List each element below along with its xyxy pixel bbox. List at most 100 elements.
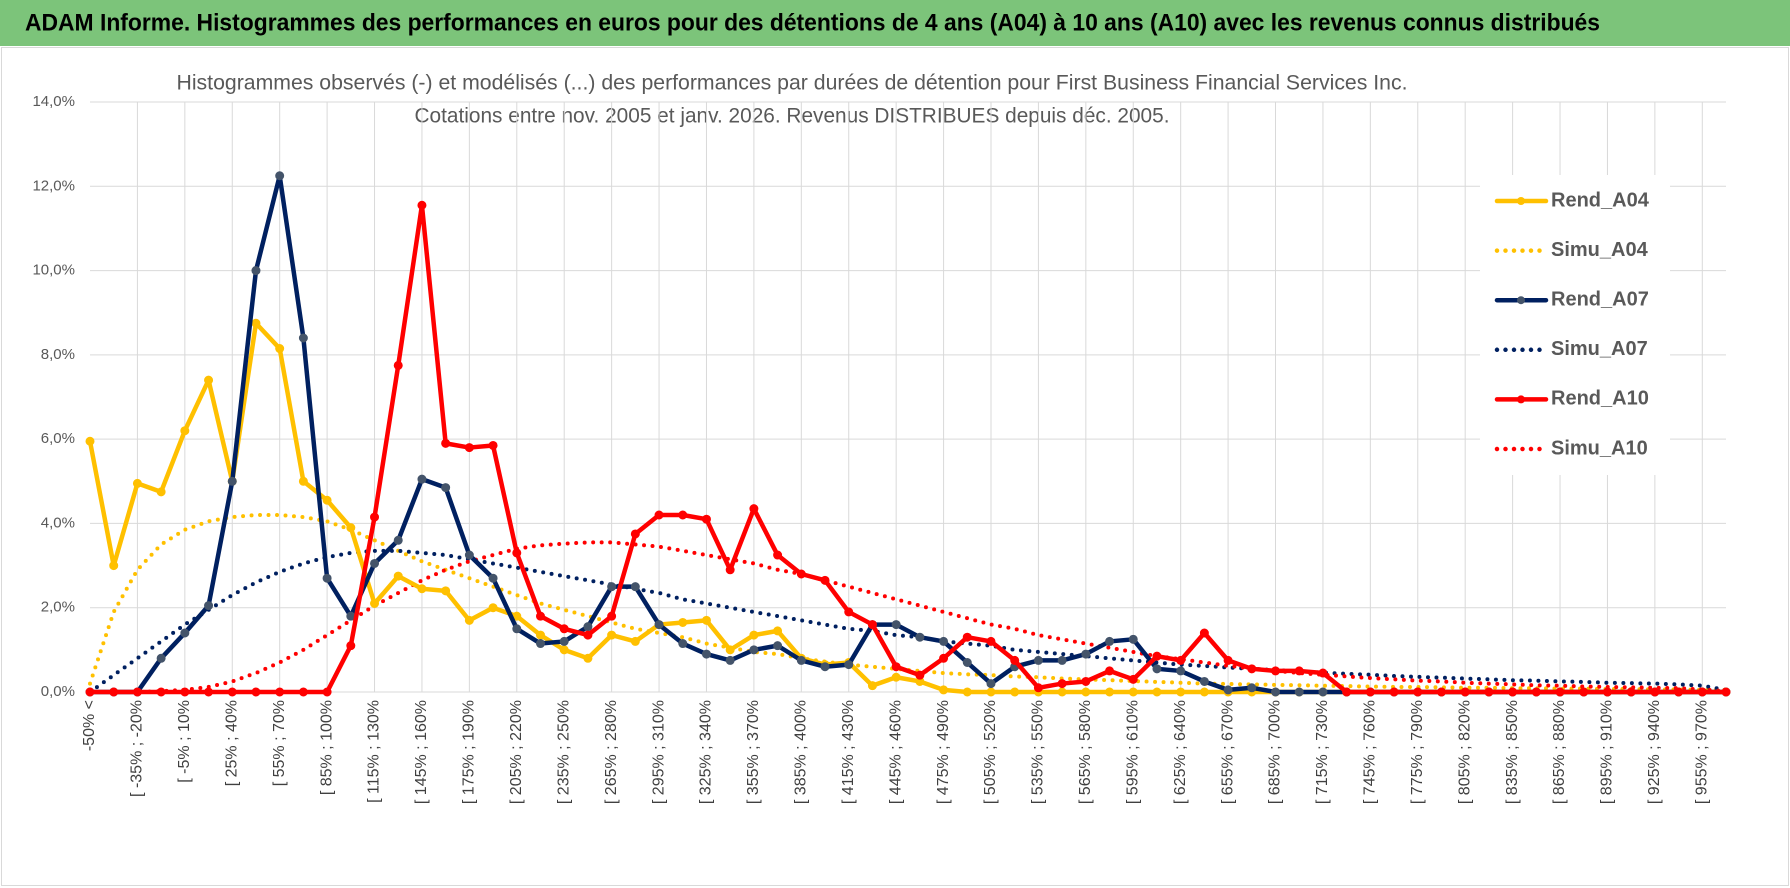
observed-line — [87, 203, 1729, 695]
point — [1223, 655, 1233, 665]
point — [109, 687, 119, 697]
point — [939, 636, 949, 646]
point — [1697, 687, 1707, 697]
point — [773, 550, 783, 560]
point — [701, 649, 711, 659]
point — [796, 569, 806, 579]
point — [1247, 683, 1257, 693]
point — [1579, 687, 1589, 697]
point — [441, 438, 451, 448]
point — [725, 645, 735, 655]
point — [370, 558, 380, 568]
legend-marker — [1517, 197, 1525, 205]
point — [1460, 687, 1470, 697]
point — [298, 333, 308, 343]
header-bar — [0, 0, 1790, 46]
x-tick-label: [ 805% ; 820% — [1456, 700, 1473, 804]
point — [132, 478, 142, 488]
point — [322, 495, 332, 505]
x-tick-label: [ 385% ; 400% — [793, 700, 810, 804]
point — [678, 617, 688, 627]
point — [844, 607, 854, 617]
point — [156, 653, 166, 663]
point — [488, 603, 498, 613]
point — [132, 687, 142, 697]
point — [986, 636, 996, 646]
point — [962, 658, 972, 667]
point — [393, 360, 403, 370]
y-tick-label: 4,0% — [41, 514, 75, 531]
x-tick-label: [ 865% ; 880% — [1551, 700, 1568, 804]
legend-label: Rend_A07 — [1551, 288, 1649, 310]
point — [1176, 666, 1186, 676]
point — [1389, 687, 1399, 697]
x-tick-label: [ 685% ; 700% — [1267, 700, 1284, 804]
point — [915, 670, 925, 680]
y-tick-label: 14,0% — [32, 93, 75, 110]
x-tick-label: [ 745% ; 760% — [1362, 700, 1379, 804]
point — [796, 655, 806, 665]
point — [204, 687, 214, 697]
point — [1721, 687, 1731, 697]
point — [1128, 687, 1138, 697]
point — [915, 632, 925, 642]
point — [464, 550, 474, 560]
point — [630, 529, 640, 539]
point — [1436, 687, 1446, 697]
x-tick-label: [ -5% ; 10% — [176, 700, 193, 783]
point — [1176, 687, 1186, 697]
point — [512, 548, 522, 558]
point — [1294, 666, 1304, 676]
point — [725, 655, 735, 665]
x-tick-label: [ 835% ; 850% — [1504, 700, 1521, 804]
point — [1081, 649, 1091, 659]
point — [1057, 655, 1067, 665]
x-tick-label: [ 895% ; 910% — [1599, 700, 1616, 804]
x-tick-label: [ 175% ; 190% — [461, 700, 478, 804]
point — [1365, 687, 1375, 697]
point — [1199, 628, 1209, 638]
point — [1223, 685, 1233, 695]
point — [393, 571, 403, 581]
point — [986, 679, 996, 689]
x-tick-label: [ 295% ; 310% — [650, 700, 667, 804]
point — [1650, 687, 1660, 697]
point — [441, 586, 451, 596]
y-tick-label: 12,0% — [32, 177, 75, 194]
x-tick-label: [ 505% ; 520% — [982, 700, 999, 804]
legend-label: Simu_A04 — [1551, 239, 1649, 261]
point — [820, 662, 830, 672]
point — [630, 582, 640, 592]
point — [535, 639, 545, 649]
point — [251, 318, 261, 328]
point — [1152, 664, 1162, 674]
x-tick-label: [ 85% ; 100% — [318, 700, 335, 795]
x-tick-label: [ 205% ; 220% — [508, 700, 525, 804]
point — [654, 510, 664, 520]
point — [962, 687, 972, 697]
x-tick-label: [ 25% ; 40% — [223, 700, 240, 786]
point — [654, 620, 664, 630]
x-tick-label: [ 565% ; 580% — [1077, 700, 1094, 804]
x-tick-label: [ 475% ; 490% — [935, 700, 952, 804]
x-tick-label: -50% < — [81, 700, 98, 751]
point — [180, 628, 190, 638]
point — [1057, 679, 1067, 689]
point — [583, 653, 593, 663]
x-tick-label: [ 535% ; 550% — [1030, 700, 1047, 804]
x-tick-label: [ 775% ; 790% — [1409, 700, 1426, 804]
point — [1342, 687, 1352, 697]
point — [559, 636, 569, 646]
y-tick-label: 2,0% — [41, 599, 75, 616]
point — [251, 266, 261, 276]
point — [1508, 687, 1518, 697]
point — [986, 687, 996, 697]
legend-marker — [1517, 395, 1525, 404]
x-tick-label: [ 445% ; 460% — [887, 700, 904, 804]
point — [512, 624, 522, 634]
point — [559, 645, 569, 655]
point — [180, 687, 190, 697]
point — [1318, 687, 1328, 697]
x-tick-label: [ 355% ; 370% — [745, 700, 762, 804]
